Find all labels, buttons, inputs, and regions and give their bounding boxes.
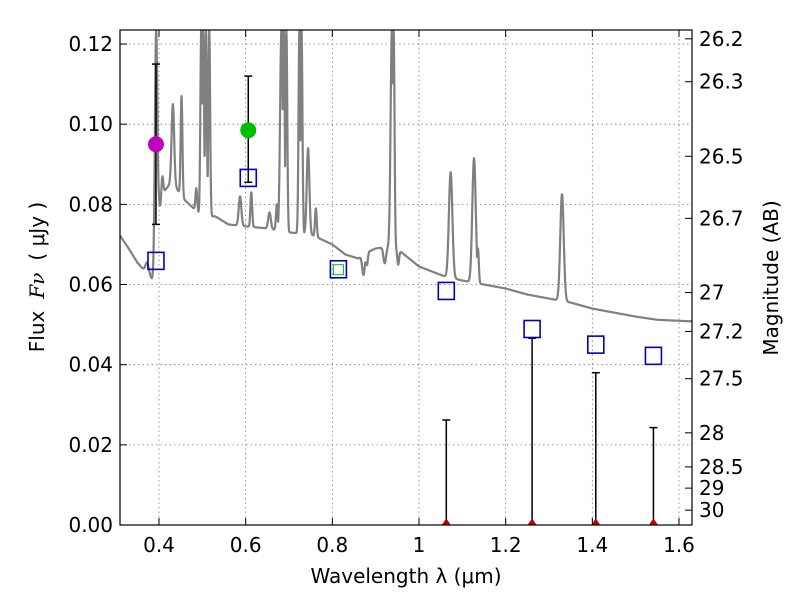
y-axis-label-left: Flux Fν ( μJy )	[25, 202, 49, 352]
x-tick-label: 1	[413, 533, 426, 557]
x-tick-label: 1.6	[663, 533, 695, 557]
mag-tick-label: 26.7	[699, 206, 744, 230]
y-tick-label: 0.12	[68, 32, 113, 56]
model-flux-box	[586, 335, 605, 354]
errorbar-layer	[151, 63, 658, 525]
observed-flux-point	[147, 136, 164, 153]
mag-tick-label: 30	[699, 498, 724, 522]
mag-tick-label: 28.5	[699, 455, 744, 479]
mag-tick-label: 27	[699, 281, 724, 305]
grid-lines	[120, 30, 692, 526]
x-tick-label: 0.6	[230, 533, 262, 557]
x-tick-label: 1.4	[576, 533, 608, 557]
mag-tick-label: 26.2	[699, 27, 744, 51]
mag-tick-label: 29	[699, 476, 724, 500]
model-flux-box	[644, 346, 663, 366]
mag-tick-label: 27.2	[699, 319, 744, 343]
x-tick-label: 0.4	[143, 533, 175, 557]
y-axis-label-right: Magnitude (AB)	[759, 200, 783, 355]
mag-tick-label: 26.3	[699, 70, 744, 94]
y-tick-label: 0.02	[68, 433, 113, 457]
y-tick-label: 0.06	[68, 273, 113, 297]
mag-tick-label: 27.5	[699, 367, 744, 391]
axis-ticks: 0.4 0.6 0.8 1 1.2 1.4 1.6 0.00 0.02 0.04 0.06 0.08 0…	[68, 27, 743, 557]
x-axis-label: Wavelength λ (μm)	[310, 564, 501, 588]
sed-layer	[120, 30, 692, 323]
model-flux-box	[437, 281, 456, 301]
mag-tick-label: 28	[699, 421, 724, 445]
model-flux-box	[147, 251, 165, 271]
model-flux-box	[523, 319, 541, 339]
mag-tick-label: 26.5	[699, 144, 744, 168]
plot-frame	[119, 29, 693, 526]
x-tick-label: 0.8	[316, 533, 348, 557]
y-tick-label: 0.10	[68, 112, 113, 136]
y-tick-label: 0.00	[68, 513, 113, 537]
x-tick-label: 1.2	[490, 533, 522, 557]
marker-layer	[147, 122, 663, 526]
y-label-unit: ( μJy )	[25, 202, 49, 261]
sed-model-curve	[120, 30, 692, 323]
y-label-symbol: Fν	[25, 273, 49, 300]
small-green-box	[332, 264, 344, 276]
y-label-prefix: Flux	[25, 310, 49, 352]
model-flux-box	[239, 168, 258, 188]
observed-flux-point	[240, 122, 257, 139]
y-tick-label: 0.04	[68, 353, 113, 377]
model-flux-box	[329, 259, 348, 279]
y-tick-label: 0.08	[68, 192, 113, 216]
